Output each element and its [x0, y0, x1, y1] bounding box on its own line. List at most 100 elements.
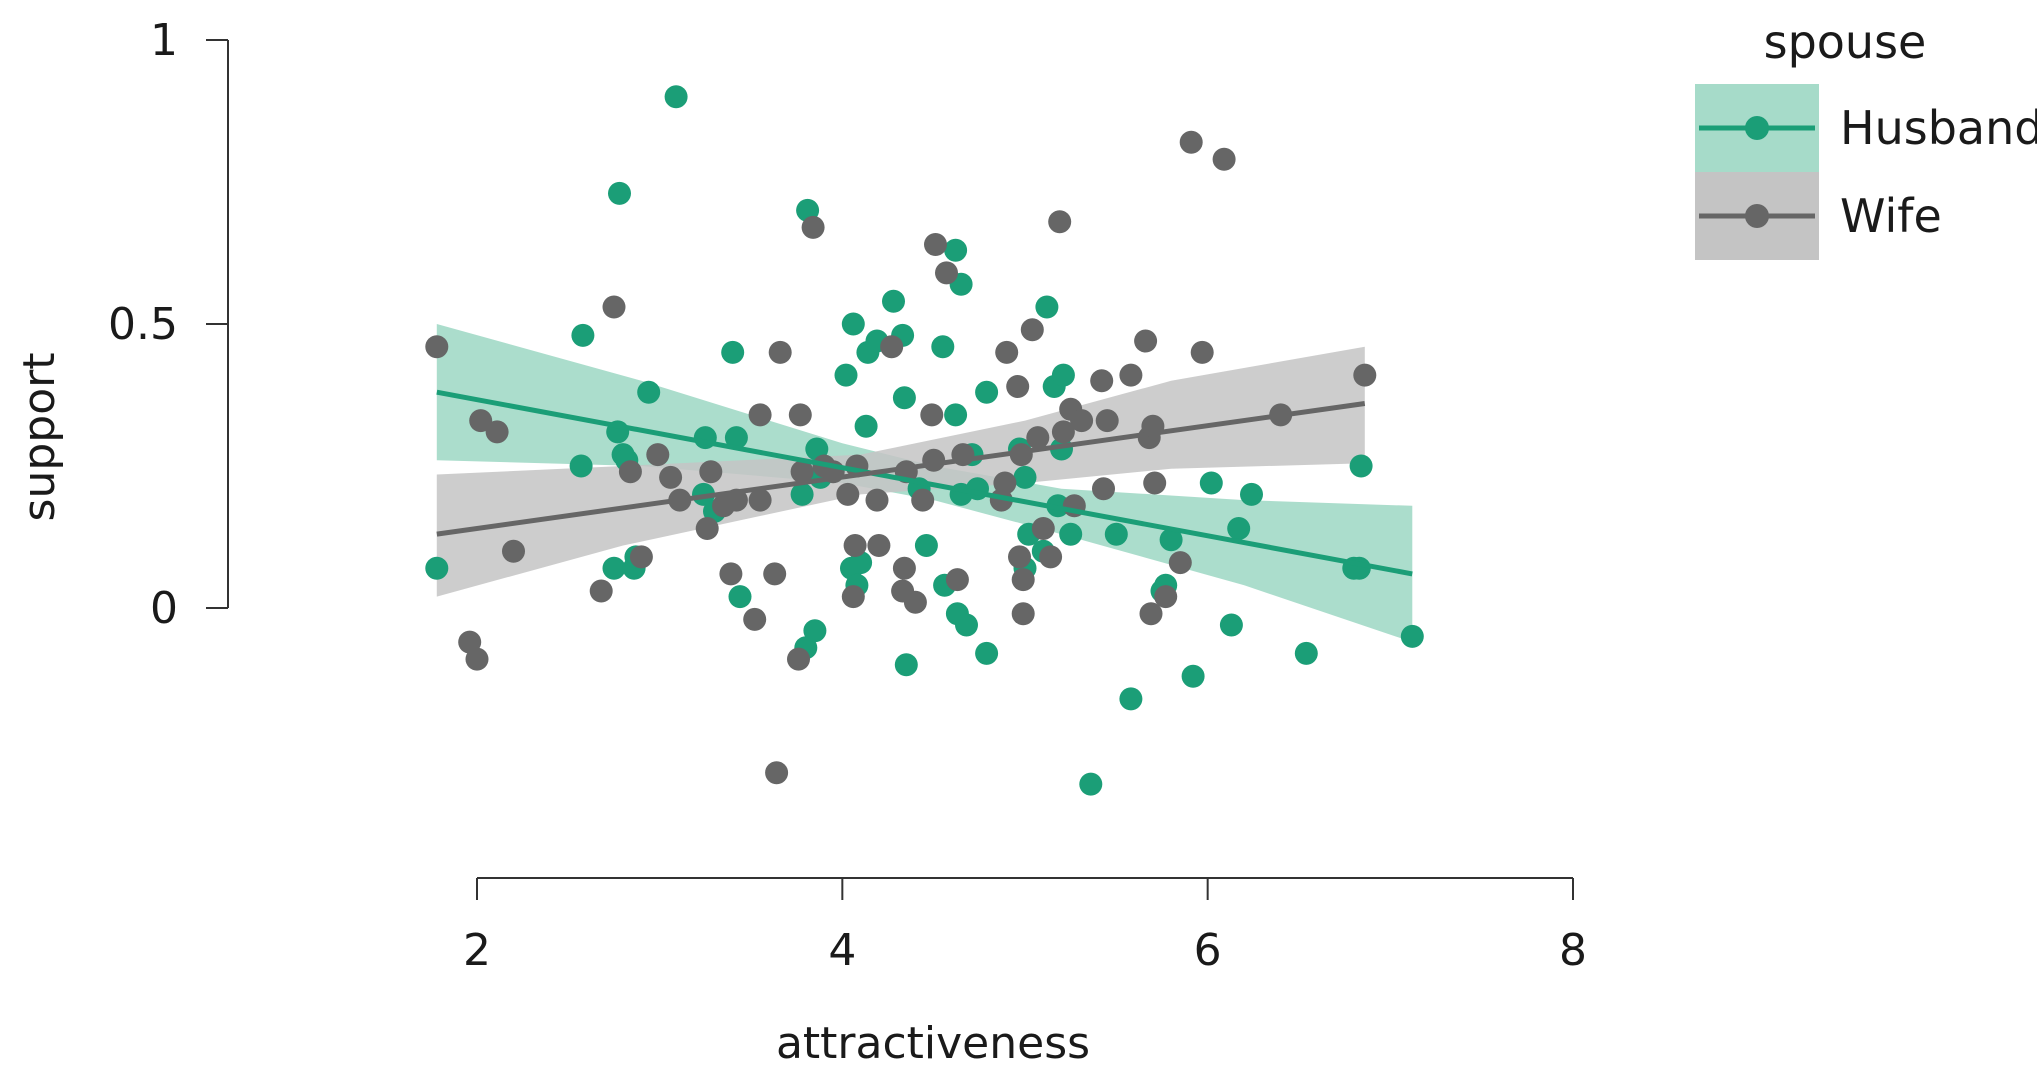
data-point-wife: [1095, 409, 1119, 433]
data-point-wife: [502, 539, 525, 563]
data-point-wife: [1134, 329, 1158, 353]
data-point-husband: [728, 585, 752, 609]
data-point-husband: [1079, 772, 1103, 796]
data-point-husband: [944, 403, 968, 427]
data-point-husband: [914, 534, 938, 557]
data-point-husband: [894, 653, 918, 677]
data-point-wife: [765, 761, 789, 785]
y-tick-label: 0.5: [108, 299, 178, 350]
data-point-wife: [743, 607, 767, 631]
legend-entries: Husband Wife: [1695, 84, 2037, 260]
data-point-wife: [589, 579, 613, 603]
data-point-husband: [1059, 522, 1083, 546]
data-point-husband: [637, 380, 661, 404]
data-point-wife: [788, 403, 812, 427]
data-point-wife: [1039, 545, 1063, 569]
legend-marker-wife: [1745, 204, 1769, 228]
data-point-wife: [1031, 517, 1055, 540]
data-point-wife: [1008, 545, 1031, 569]
data-point-husband: [803, 619, 827, 643]
data-point-wife: [425, 335, 449, 359]
data-point-wife: [903, 590, 927, 614]
x-tick-label: 6: [1194, 925, 1222, 976]
data-point-husband: [944, 238, 968, 262]
data-point-husband: [1104, 522, 1128, 546]
data-point-wife: [465, 647, 489, 671]
x-axis: 2 4 6 8 attractiveness: [463, 877, 1587, 1069]
data-point-husband: [1035, 295, 1059, 319]
data-point-wife: [1092, 477, 1115, 501]
data-point-husband: [1181, 664, 1205, 688]
legend-label-wife: Wife: [1840, 189, 1942, 243]
data-point-wife: [935, 261, 958, 285]
data-point-wife: [920, 403, 944, 427]
data-point-wife: [1143, 471, 1167, 495]
data-point-wife: [867, 534, 891, 557]
legend-marker-husband: [1745, 116, 1769, 140]
legend: spouse Husband Wife: [1695, 15, 2037, 260]
data-point-husband: [721, 340, 745, 364]
data-point-wife: [995, 340, 1019, 364]
data-point-husband: [790, 482, 814, 506]
data-point-husband: [1294, 641, 1318, 665]
data-point-wife: [880, 335, 904, 359]
data-point-husband: [425, 556, 449, 580]
x-tick-label: 8: [1559, 925, 1587, 976]
data-point-husband: [882, 289, 905, 313]
data-point-husband: [1013, 465, 1037, 489]
data-point-wife: [1353, 363, 1377, 387]
data-point-wife: [1011, 602, 1035, 626]
data-point-wife: [1212, 147, 1236, 171]
data-point-wife: [1011, 568, 1035, 592]
data-point-husband: [1159, 528, 1183, 552]
data-point-wife: [945, 568, 969, 592]
data-point-husband: [1227, 517, 1251, 540]
data-point-wife: [1179, 130, 1203, 154]
y-tick-label: 0: [150, 583, 178, 634]
data-point-wife: [1020, 318, 1044, 342]
data-point-wife: [924, 233, 947, 256]
data-point-husband: [975, 380, 999, 404]
y-axis-ticks: 00.51: [108, 15, 228, 634]
data-point-husband: [569, 454, 593, 478]
regression-lines: [436, 389, 1413, 577]
data-point-wife: [1051, 420, 1075, 444]
data-point-wife: [922, 448, 946, 472]
data-point-wife: [892, 556, 916, 580]
data-point-husband: [608, 181, 631, 205]
data-point-wife: [1070, 409, 1094, 433]
data-point-wife: [768, 340, 792, 364]
data-point-wife: [646, 443, 670, 467]
data-point-husband: [854, 414, 878, 438]
x-tick-label: 4: [828, 925, 856, 976]
fit-line-husband: [436, 389, 1413, 577]
data-point-husband: [1400, 624, 1424, 648]
data-point-wife: [843, 534, 867, 557]
data-point-wife: [836, 482, 860, 506]
data-points: [425, 85, 1424, 796]
data-point-wife: [865, 488, 889, 512]
x-axis-title: attractiveness: [776, 1018, 1090, 1069]
data-point-wife: [748, 488, 772, 512]
data-point-wife: [801, 215, 825, 239]
data-point-husband: [931, 335, 955, 359]
data-point-wife: [1168, 551, 1192, 575]
data-point-wife: [719, 562, 743, 586]
data-point-wife: [1006, 375, 1030, 398]
data-point-wife: [659, 465, 683, 489]
data-point-husband: [892, 386, 916, 410]
data-point-wife: [790, 460, 814, 484]
y-tick-label: 1: [150, 15, 178, 66]
data-point-husband: [1119, 687, 1143, 711]
data-point-wife: [841, 585, 865, 609]
data-point-wife: [787, 647, 810, 671]
x-axis-ticks: 2 4 6 8: [463, 878, 1587, 976]
data-point-wife: [602, 295, 626, 319]
data-point-husband: [975, 641, 999, 665]
data-point-husband: [1199, 471, 1223, 495]
data-point-wife: [993, 471, 1017, 495]
data-point-husband: [841, 312, 865, 336]
data-point-wife: [1190, 340, 1214, 364]
data-point-wife: [1048, 210, 1072, 234]
data-point-wife: [469, 409, 493, 433]
